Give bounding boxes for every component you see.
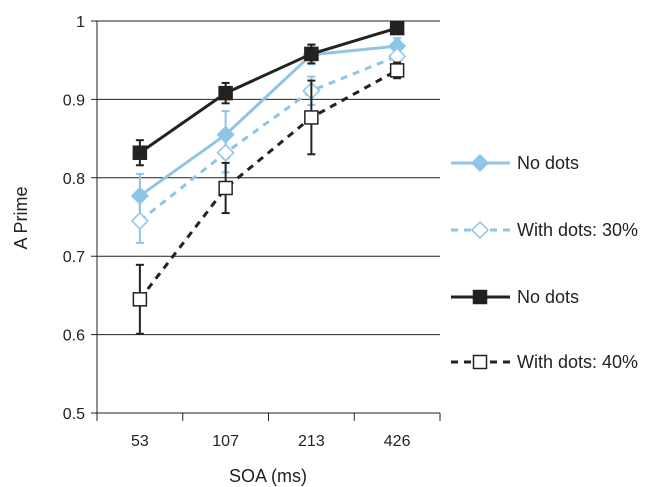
legend: No dots With dots: 30% No dots With dots: 4…	[451, 153, 638, 372]
series-2	[130, 45, 407, 244]
series-line	[139, 26, 398, 154]
marker-diamond	[470, 153, 490, 173]
series-3	[132, 20, 405, 167]
x-tick-label: 107	[212, 433, 239, 450]
marker-square	[472, 289, 488, 305]
legend-label: No dots	[517, 287, 579, 307]
marker-square	[218, 180, 233, 196]
axes	[96, 21, 441, 421]
legend-label: No dots	[517, 153, 579, 173]
marker-diamond	[470, 220, 490, 240]
y-axis-label: A Prime	[11, 186, 31, 249]
legend-entry: With dots: 40%	[451, 352, 638, 372]
series-4	[132, 61, 405, 335]
x-tick-label: 53	[131, 433, 149, 450]
marker-diamond	[130, 211, 149, 230]
y-tick-label: 0.9	[63, 92, 85, 109]
marker-square	[218, 85, 233, 101]
legend-label: With dots: 30%	[517, 220, 638, 240]
marker-diamond	[216, 143, 235, 162]
series-line	[139, 44, 398, 198]
x-tick-label: 426	[384, 433, 411, 450]
y-tick-label: 0.8	[63, 171, 85, 188]
y-tick-label: 1	[76, 14, 85, 31]
x-axis-label: SOA (ms)	[229, 466, 307, 486]
marker-square	[304, 46, 319, 62]
marker-square	[389, 20, 405, 36]
series-1	[130, 37, 407, 219]
legend-entry: No dots	[451, 153, 579, 173]
marker-square	[304, 110, 319, 125]
x-tick-labels: 53 107 213 426	[131, 433, 411, 450]
y-tick-label: 0.7	[63, 249, 85, 266]
series-layer	[130, 20, 407, 335]
y-tick-labels: 0.5 0.6 0.7 0.8 0.9 1	[63, 14, 85, 423]
x-tick-label: 213	[298, 433, 325, 450]
series-line	[138, 54, 398, 223]
legend-label: With dots: 40%	[517, 352, 638, 372]
legend-entry: With dots: 30%	[451, 220, 638, 240]
y-tick-label: 0.6	[63, 328, 85, 345]
marker-square	[132, 292, 148, 307]
y-tick-label: 0.5	[63, 406, 85, 423]
marker-square	[132, 145, 148, 160]
series-line	[138, 69, 398, 301]
marker-square	[389, 63, 405, 78]
legend-entry: No dots	[451, 287, 579, 307]
marker-square	[472, 354, 488, 370]
